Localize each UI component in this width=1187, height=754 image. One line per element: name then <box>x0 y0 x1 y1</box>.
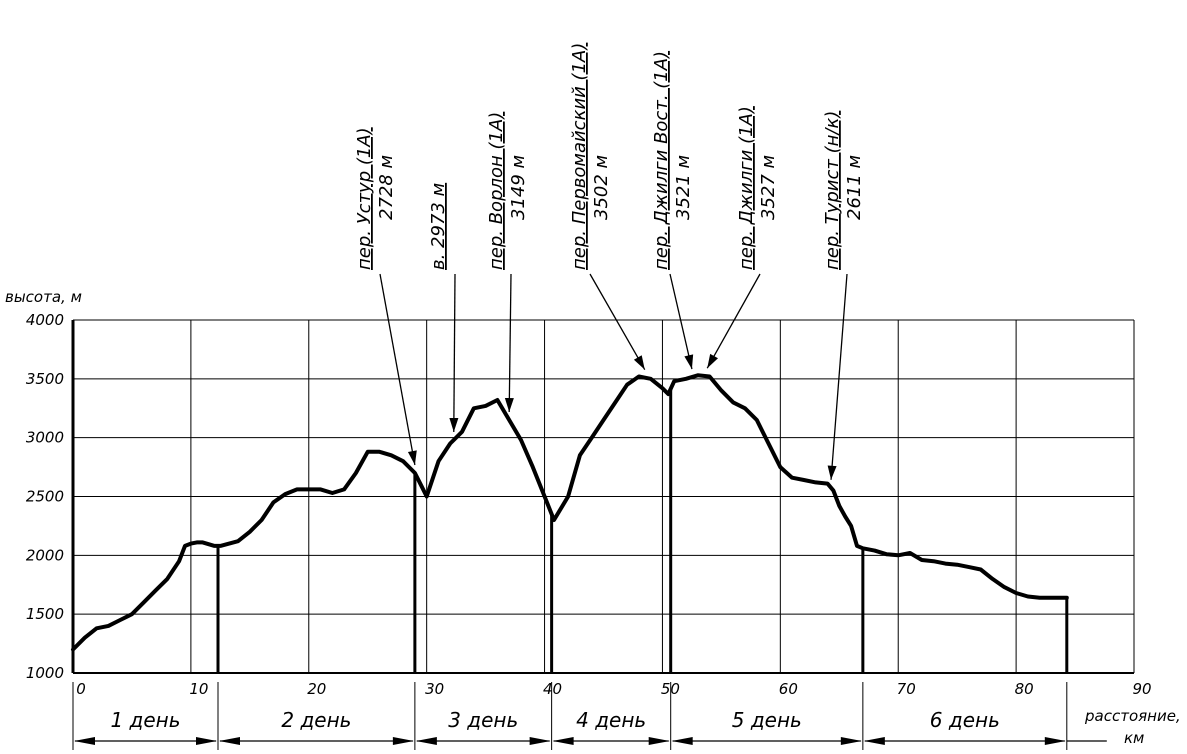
annotation-elevation: 3521 м <box>673 155 694 220</box>
day-label: 3 день <box>448 708 518 732</box>
annotation-group: пер. Устур (1А) 2728 м <box>354 127 417 466</box>
annotation-name: пер. Первомайский (1А) <box>569 43 590 270</box>
leader-line <box>706 273 761 369</box>
x-tick-label: 0 <box>76 680 86 698</box>
leader-arrowhead <box>449 417 459 433</box>
x-tick-label: 70 <box>897 680 916 698</box>
day-label: 1 день <box>110 708 180 732</box>
profile-line-group <box>71 373 1069 652</box>
leader-line <box>453 273 456 433</box>
leader-arrowhead <box>407 450 417 465</box>
annotation-elevation: 3502 м <box>591 155 612 220</box>
day-boundary-bars <box>216 388 1069 673</box>
annotation-name: пер. Турист (н/к) <box>822 111 843 270</box>
y-tick-label: 4000 <box>26 311 64 329</box>
leader-arrowhead <box>827 465 837 480</box>
day-arrow-end <box>196 737 218 745</box>
grid <box>71 319 1135 674</box>
leader-line <box>669 273 693 370</box>
annotation-elevation: 2611 м <box>844 155 865 220</box>
day-arrow-end <box>840 737 862 745</box>
y-tick-label: 1000 <box>26 664 64 682</box>
annotation-group: пер. Турист (н/к) 2611 м <box>822 111 865 480</box>
annotation-group: пер. Джилги (1А) 3527 м <box>706 106 779 369</box>
y-axis-label: высота, м <box>5 288 82 306</box>
y-tick-label: 1500 <box>26 605 64 623</box>
annotation-name: пер. Джилги (1А) <box>736 106 757 270</box>
leader-line <box>830 273 848 480</box>
day-arrow-end <box>648 737 670 745</box>
annotation-group: пер. Первомайский (1А) 3502 м <box>569 43 646 370</box>
day-arrow-start <box>671 737 693 745</box>
x-tick-label: 10 <box>189 680 208 698</box>
annotation-group: пер. Ворлон (1А) 3149 м <box>486 112 529 413</box>
day-arrow-end <box>529 737 551 745</box>
annotation-group: в. 2973 м <box>428 183 459 433</box>
annotation-name: пер. Ворлон (1А) <box>486 112 507 270</box>
annotation-name: пер. Устур (1А) <box>354 127 375 270</box>
leader-line <box>589 273 646 370</box>
leader-arrowhead <box>633 355 645 370</box>
annotation-name: в. 2973 м <box>428 183 449 270</box>
y-tick-label: 2000 <box>26 546 64 564</box>
day-arrow-start <box>415 737 437 745</box>
annotation-elevation: 3527 м <box>758 155 779 220</box>
axis-ticks: 0 10 20 30 40 50 60 70 80 90100015002000250030003… <box>26 311 1152 698</box>
day-arrow-start <box>863 737 885 745</box>
day-arrow-end <box>1044 737 1066 745</box>
x-tick-label: 30 <box>425 680 444 698</box>
x-tick-label: 40 <box>543 680 562 698</box>
leader-arrowhead <box>684 354 694 370</box>
day-strip: 1 день 2 день 3 день 4 день 5 день 6 день <box>72 682 1107 750</box>
day-arrow-start <box>219 737 241 745</box>
leader-line <box>508 273 512 413</box>
leader-line <box>379 273 416 466</box>
y-tick-label: 3500 <box>26 370 64 388</box>
x-axis-label-line1: расстояние, <box>1084 707 1181 725</box>
day-label: 5 день <box>732 708 802 732</box>
profile-line <box>71 373 1069 652</box>
x-tick-label: 80 <box>1015 680 1034 698</box>
day-label: 2 день <box>281 708 351 732</box>
x-tick-label: 90 <box>1132 680 1151 698</box>
x-tick-label: 60 <box>779 680 798 698</box>
leader-arrowhead <box>707 353 719 369</box>
y-tick-label: 3000 <box>26 429 64 447</box>
day-label: 4 день <box>576 708 646 732</box>
leader-arrowhead <box>504 397 514 413</box>
annotation-elevation: 2728 м <box>376 155 397 220</box>
annotation-group: пер. Джилги Вост. (1А) 3521 м <box>651 51 694 370</box>
day-label: 6 день <box>930 708 1000 732</box>
x-tick-label: 20 <box>307 680 326 698</box>
x-axis-label-line2: км <box>1124 729 1144 747</box>
y-tick-label: 2500 <box>26 488 64 506</box>
annotation-name: пер. Джилги Вост. (1А) <box>651 51 672 270</box>
annotations: пер. Устур (1А) 2728 м в. 2973 м пер. Ворло… <box>354 43 865 480</box>
day-arrow-start <box>552 737 574 745</box>
annotation-elevation: 3149 м <box>508 155 529 220</box>
day-arrow-start <box>74 737 95 745</box>
day-arrow-end <box>392 737 414 745</box>
